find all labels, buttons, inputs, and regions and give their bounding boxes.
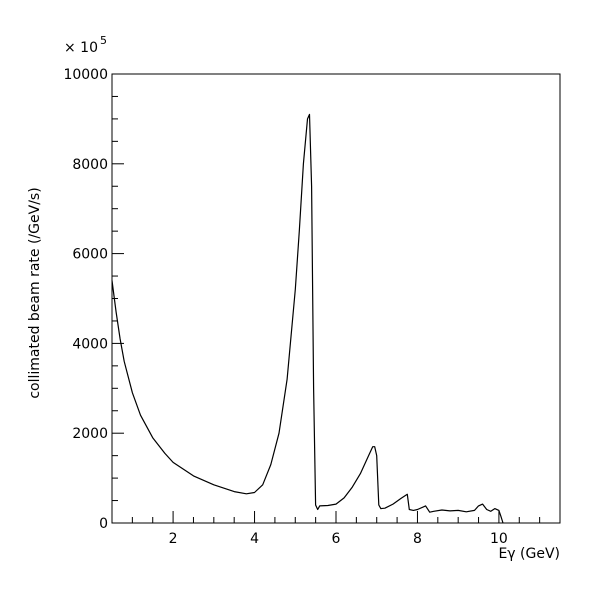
tick-labels: 2 4 6 8 10 0 2000 4000 6000 8000 10000 (63, 67, 507, 547)
x-tick-label: 2 (169, 531, 178, 547)
y-multiplier: × 10 5 (64, 34, 107, 56)
y-multiplier-exponent: 5 (100, 34, 107, 47)
x-tick-label: 6 (332, 531, 341, 547)
y-tick-label: 2000 (72, 426, 108, 442)
y-tick-label: 4000 (72, 336, 108, 352)
axis-ticks (111, 73, 561, 524)
y-tick-label: 0 (99, 516, 108, 532)
plot-frame (111, 73, 561, 524)
x-tick-label: 10 (490, 531, 508, 547)
x-tick-label: 8 (413, 531, 422, 547)
series-layer (111, 113, 504, 524)
series-line (111, 113, 504, 524)
plot-border (111, 73, 561, 524)
y-tick-label: 10000 (63, 67, 108, 83)
y-multiplier-base: × 10 (64, 40, 98, 56)
y-tick-label: 6000 (72, 247, 108, 263)
y-tick-label: 8000 (72, 157, 108, 173)
y-axis-label: collimated beam rate (/GeV/s) (27, 187, 43, 398)
x-tick-label: 4 (250, 531, 259, 547)
x-axis-label: Eγ (GeV) (498, 546, 560, 562)
